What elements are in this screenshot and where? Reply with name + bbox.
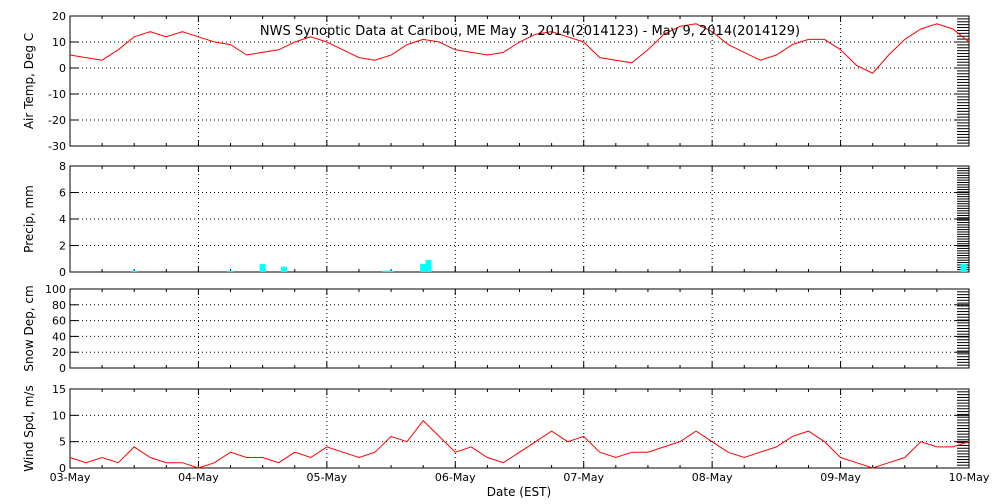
x-tick-label: 06-May	[435, 471, 476, 484]
precip-frame	[69, 165, 970, 273]
precip-y-tick-label: 2	[59, 240, 66, 253]
x-tick-label: 03-May	[50, 471, 91, 484]
air-temp-y-axis-label: Air Temp, Deg C	[22, 33, 36, 129]
x-tick-label: 10-May	[949, 471, 990, 484]
snow-depth-y-tick-label: 20	[52, 346, 66, 359]
x-axis-label: Date (EST)	[487, 485, 551, 499]
wind-speed-frame	[69, 388, 970, 469]
air-temp-panel: -30 -20 -10 0 10 20 Air Temp, Deg C	[22, 10, 970, 153]
precip-bar	[131, 270, 138, 272]
precip-y-tick-label: 8	[59, 160, 66, 173]
x-tick-label: 05-May	[306, 471, 347, 484]
x-tick-labels: 03-May 04-May 05-May 06-May 07-May 08-May 09-M…	[50, 471, 990, 484]
air-temp-y-tick-label: 10	[52, 36, 66, 49]
air-temp-y-tick-label: 0	[59, 62, 66, 75]
precip-bar	[281, 266, 288, 272]
precip-bar	[259, 264, 266, 272]
x-tick-label: 08-May	[692, 471, 733, 484]
precip-bar	[420, 264, 427, 272]
air-temp-frame	[69, 15, 970, 147]
snow-depth-y-tick-label: 0	[59, 362, 66, 375]
snow-depth-y-axis-label: Snow Dep, cm	[22, 285, 36, 371]
precip-bar	[227, 270, 234, 272]
chart-title: NWS Synoptic Data at Caribou, ME May 3, …	[260, 24, 800, 39]
precip-y-axis-label: Precip, mm	[22, 185, 36, 253]
precip-y-tick-label: 6	[59, 187, 66, 200]
precip-panel: 0 2 4 6 8 Precip, mm	[22, 160, 970, 279]
snow-depth-y-tick-label: 60	[52, 315, 66, 328]
air-temp-y-tick-label: 20	[52, 10, 66, 23]
wind-speed-series-line	[69, 419, 970, 469]
air-temp-y-tick-label: -10	[48, 88, 66, 101]
precip-bar	[425, 260, 432, 272]
snow-depth-frame	[69, 288, 970, 369]
wind-speed-y-tick-label: 10	[52, 409, 66, 422]
precip-bar	[388, 270, 395, 272]
chart-panels: -30 -20 -10 0 10 20 Air Temp, Deg C 0 2 4 6 8 Precip…	[22, 10, 990, 484]
precip-bar	[382, 270, 389, 272]
x-tick-label: 04-May	[178, 471, 219, 484]
precip-bar	[960, 264, 967, 272]
snow-depth-panel: 0 20 40 60 80 100 Snow Dep, cm	[22, 283, 970, 375]
air-temp-series-line	[69, 23, 970, 74]
snow-depth-y-tick-label: 100	[45, 283, 66, 296]
precip-y-tick-label: 4	[59, 213, 66, 226]
snow-depth-y-tick-label: 40	[52, 330, 66, 343]
air-temp-y-tick-label: -20	[48, 114, 66, 127]
x-tick-label: 07-May	[563, 471, 604, 484]
wind-speed-y-axis-label: Wind Spd, m/s	[22, 385, 36, 471]
wind-speed-y-tick-label: 0	[59, 462, 66, 475]
wind-speed-y-tick-label: 5	[59, 436, 66, 449]
x-tick-label: 09-May	[820, 471, 861, 484]
snow-depth-y-tick-label: 80	[52, 299, 66, 312]
wind-speed-panel: 0 5 10 15 Wind Spd, m/s	[22, 383, 970, 475]
air-temp-y-tick-label: -30	[48, 140, 66, 153]
precip-y-tick-label: 0	[59, 266, 66, 279]
wind-speed-y-tick-label: 15	[52, 383, 66, 396]
